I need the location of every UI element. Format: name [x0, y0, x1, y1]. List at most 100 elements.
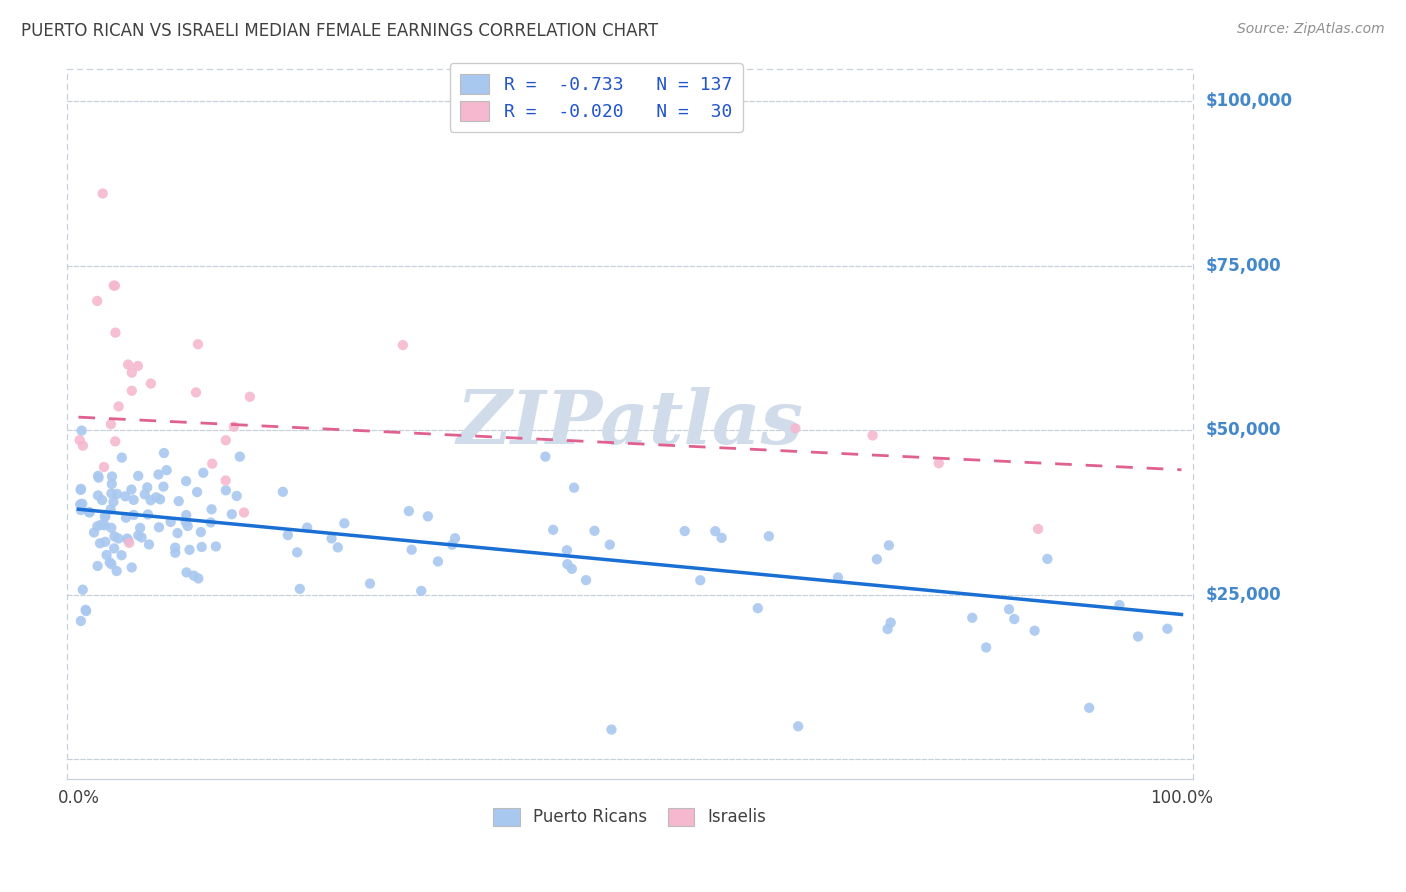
Point — [103, 495, 125, 509]
Point — [70, 482, 93, 496]
Point — [326, 541, 349, 555]
Point — [1036, 552, 1059, 566]
Point — [1024, 624, 1046, 638]
Point — [159, 515, 181, 529]
Point — [105, 564, 128, 578]
Point — [121, 366, 143, 380]
Point — [179, 542, 201, 557]
Point — [233, 506, 256, 520]
Point — [104, 278, 127, 293]
Point — [187, 337, 209, 351]
Point — [758, 529, 780, 543]
Point — [136, 480, 159, 494]
Point — [89, 536, 111, 550]
Point — [174, 474, 197, 488]
Point — [183, 568, 205, 582]
Point — [100, 417, 122, 431]
Point — [83, 525, 105, 540]
Point — [79, 506, 101, 520]
Point — [441, 538, 464, 552]
Text: $25,000: $25,000 — [1206, 586, 1282, 604]
Point — [215, 483, 238, 498]
Point — [148, 520, 170, 534]
Point — [600, 723, 623, 737]
Point — [359, 576, 381, 591]
Point — [561, 562, 583, 576]
Point — [115, 532, 138, 546]
Point — [127, 468, 149, 483]
Point — [139, 493, 162, 508]
Point — [148, 467, 170, 482]
Point — [139, 376, 162, 391]
Point — [166, 526, 188, 541]
Point — [1108, 598, 1130, 612]
Point — [575, 573, 598, 587]
Point — [86, 558, 108, 573]
Point — [200, 502, 222, 516]
Point — [103, 529, 125, 543]
Point — [1026, 522, 1049, 536]
Point — [190, 540, 212, 554]
Point — [100, 521, 122, 535]
Point — [69, 483, 91, 497]
Point — [94, 509, 117, 524]
Point — [877, 538, 900, 552]
Point — [689, 574, 711, 588]
Point — [152, 480, 174, 494]
Point — [72, 439, 94, 453]
Point — [541, 523, 564, 537]
Point — [93, 518, 115, 533]
Point — [69, 433, 91, 447]
Point — [127, 528, 149, 542]
Text: $50,000: $50,000 — [1206, 421, 1281, 439]
Point — [962, 611, 984, 625]
Point — [114, 489, 136, 503]
Point — [557, 558, 579, 572]
Legend: Puerto Ricans, Israelis: Puerto Ricans, Israelis — [485, 799, 775, 835]
Point — [444, 531, 467, 545]
Point — [100, 557, 122, 571]
Point — [710, 531, 733, 545]
Point — [184, 385, 207, 400]
Point — [118, 536, 141, 550]
Point — [229, 450, 252, 464]
Point — [785, 421, 807, 435]
Point — [288, 582, 311, 596]
Point — [107, 400, 129, 414]
Point — [392, 338, 415, 352]
Point — [416, 509, 439, 524]
Point — [555, 543, 578, 558]
Text: Source: ZipAtlas.com: Source: ZipAtlas.com — [1237, 22, 1385, 37]
Point — [75, 603, 97, 617]
Point — [277, 528, 299, 542]
Point — [295, 520, 318, 534]
Point — [156, 463, 179, 477]
Point — [225, 489, 247, 503]
Point — [928, 456, 950, 470]
Point — [69, 503, 91, 517]
Point — [562, 481, 585, 495]
Text: PUERTO RICAN VS ISRAELI MEDIAN FEMALE EARNINGS CORRELATION CHART: PUERTO RICAN VS ISRAELI MEDIAN FEMALE EA… — [21, 22, 658, 40]
Point — [145, 491, 167, 505]
Text: $100,000: $100,000 — [1206, 93, 1294, 111]
Point — [100, 486, 122, 500]
Point — [122, 508, 145, 522]
Point — [401, 542, 423, 557]
Point — [91, 186, 114, 201]
Point — [117, 533, 139, 548]
Point — [285, 545, 308, 559]
Point — [111, 450, 134, 465]
Point — [69, 614, 91, 628]
Point — [134, 487, 156, 501]
Point — [201, 457, 224, 471]
Point — [1126, 630, 1149, 644]
Point — [94, 509, 117, 524]
Point — [69, 497, 91, 511]
Point — [205, 540, 228, 554]
Point — [876, 622, 898, 636]
Point — [174, 508, 197, 522]
Point — [165, 546, 187, 560]
Point — [122, 492, 145, 507]
Point — [93, 460, 115, 475]
Point — [176, 566, 198, 580]
